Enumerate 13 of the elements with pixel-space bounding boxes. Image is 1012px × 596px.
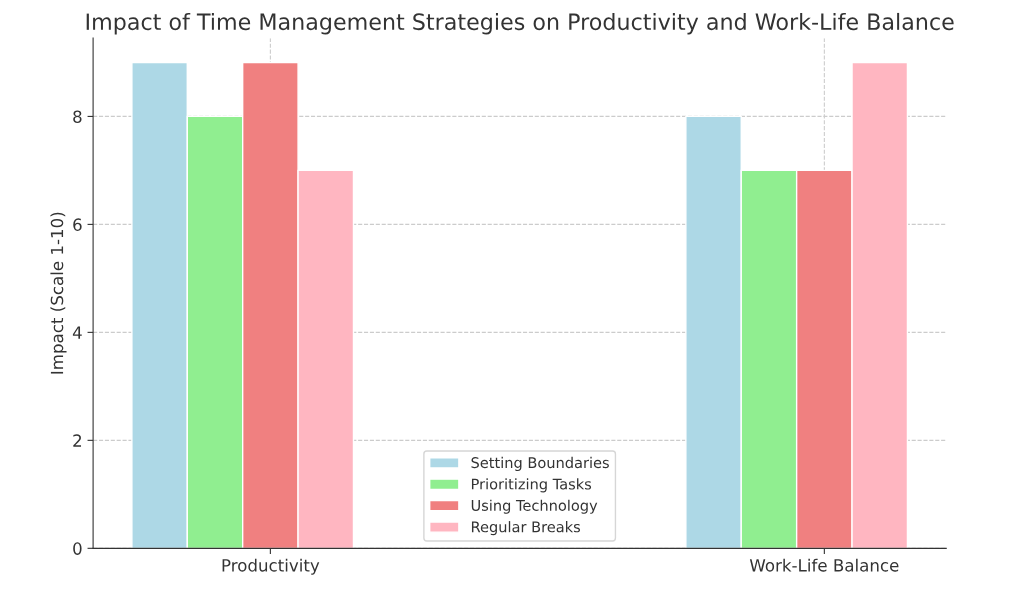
y-axis-title: Impact (Scale 1-10) [50, 212, 67, 374]
legend-label: Using Technology [471, 499, 598, 514]
chart-title: Impact of Time Management Strategies on Productivity and Work-Life Balance [86, 12, 954, 35]
y-tick-label: 0 [73, 542, 82, 555]
y-tick-label: 6 [73, 218, 82, 231]
legend-label: Regular Breaks [471, 521, 581, 536]
legend-label: Prioritizing Tasks [471, 478, 592, 493]
x-tick-label: Productivity [222, 558, 320, 575]
y-tick-label: 8 [73, 110, 82, 123]
x-tick-label: Work-Life Balance [749, 558, 899, 572]
y-tick-label: 4 [72, 326, 82, 339]
y-tick-label: 2 [73, 434, 82, 447]
legend-label: Setting Boundaries [471, 456, 609, 471]
